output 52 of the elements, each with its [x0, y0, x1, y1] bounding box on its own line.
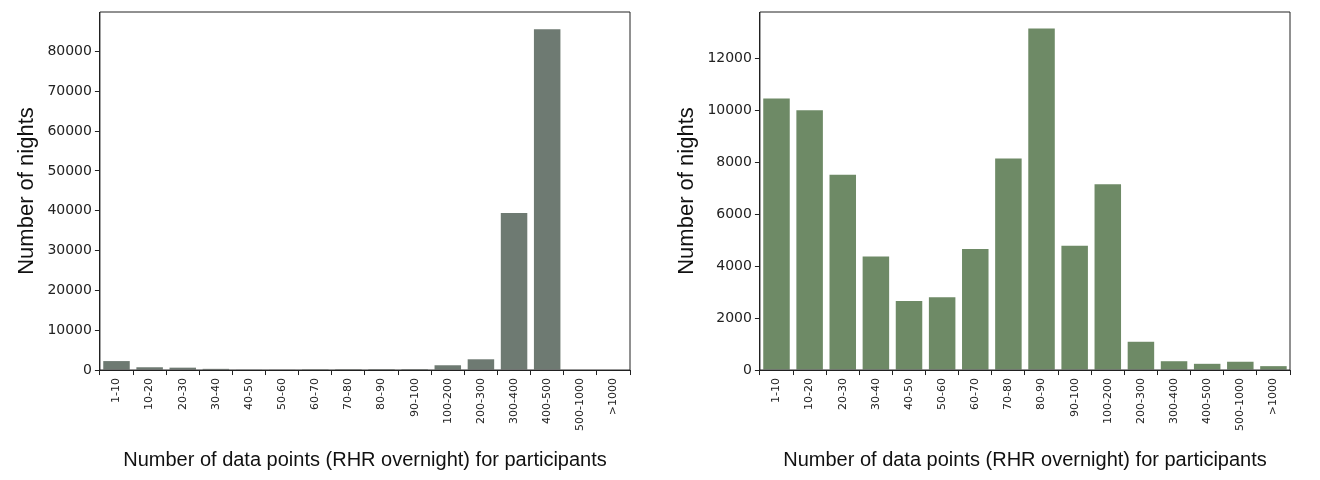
y-tick-label: 80000 — [47, 42, 92, 59]
x-tick-label: 400-500 — [540, 378, 554, 425]
x-tick-label: 30-40 — [208, 378, 222, 411]
x-tick-label: 300-400 — [506, 378, 520, 425]
x-tick-label: 10-20 — [802, 378, 816, 411]
y-tick-label: 20000 — [47, 281, 92, 298]
y-tick-label: 10000 — [47, 320, 92, 337]
x-tick-label: 90-100 — [1067, 378, 1081, 418]
y-tick-label: 50000 — [47, 161, 92, 178]
x-tick-label: 200-300 — [1133, 378, 1147, 425]
x-tick-label: 50-60 — [275, 378, 288, 411]
x-tick-label: 60-70 — [308, 378, 322, 411]
x-tick-label: 40-50 — [901, 378, 915, 411]
y-tick-label: 2000 — [716, 308, 752, 325]
x-tick-label: 60-70 — [968, 378, 982, 411]
y-tick-label: 6000 — [716, 205, 752, 222]
x-tick-label: 80-90 — [1034, 378, 1048, 411]
y-tick-label: 70000 — [47, 81, 92, 98]
x-tick-label: 40-50 — [241, 378, 255, 411]
x-tick-label: 300-400 — [1166, 378, 1180, 425]
x-tick-label: 80-90 — [374, 378, 388, 411]
x-tick-label: 100-200 — [1100, 378, 1114, 425]
y-tick-label: 12000 — [707, 49, 752, 66]
x-tick-label: >1000 — [1266, 378, 1280, 416]
y-tick-label: 8000 — [716, 153, 752, 170]
x-tick-label: 500-1000 — [573, 378, 587, 432]
y-tick-label: 10000 — [707, 101, 752, 118]
y-tick-label: 0 — [743, 360, 752, 377]
x-tick-label: 20-30 — [175, 378, 189, 411]
x-tick-label: 70-80 — [1001, 378, 1015, 411]
x-tick-label: 1-10 — [109, 378, 123, 404]
x-tick-label: >1000 — [606, 378, 620, 416]
y-axis-title: Number of nights — [13, 107, 39, 275]
x-tick-label: 30-40 — [868, 378, 882, 411]
x-axis-title: Number of data points (RHR overnight) for participants — [783, 447, 1267, 470]
x-tick-label: 20-30 — [835, 378, 849, 411]
y-tick-label: 0 — [83, 360, 92, 377]
y-tick-label: 4000 — [716, 256, 752, 273]
x-tick-label: 1-10 — [769, 378, 783, 404]
x-tick-label: 90-100 — [407, 378, 421, 418]
x-tick-label: 50-60 — [935, 378, 949, 411]
x-axis-title: Number of data points (RHR overnight) for participants — [123, 447, 607, 470]
y-axis-title: Number of nights — [673, 107, 699, 275]
y-tick-label: 40000 — [47, 201, 92, 218]
y-tick-label: 30000 — [47, 241, 92, 258]
x-tick-label: 500-1000 — [1233, 378, 1247, 432]
x-tick-label: 400-500 — [1200, 378, 1214, 425]
x-tick-label: 70-80 — [341, 378, 355, 411]
y-tick-label: 60000 — [47, 121, 92, 138]
x-tick-label: 100-200 — [440, 378, 454, 425]
x-tick-label: 10-20 — [142, 378, 156, 411]
x-tick-label: 200-300 — [473, 378, 487, 425]
